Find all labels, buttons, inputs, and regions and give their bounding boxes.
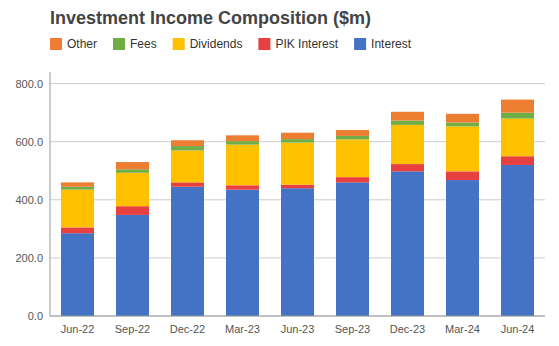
bar-segment <box>171 150 204 182</box>
bar-segment <box>116 162 149 169</box>
bar-segment <box>61 190 94 228</box>
grid-line <box>50 316 545 317</box>
x-tick-label: Jun-24 <box>501 323 535 335</box>
legend-label: Other <box>67 37 97 51</box>
bars <box>61 100 534 316</box>
bar-segment <box>336 139 369 177</box>
bar-segment <box>281 188 314 316</box>
bar-segment <box>281 185 314 188</box>
bar-segment <box>501 156 534 165</box>
bar-segment <box>446 114 479 123</box>
bar-segment <box>391 112 424 121</box>
bar-segment <box>391 121 424 125</box>
x-tick-label: Jun-23 <box>281 323 315 335</box>
legend-swatch <box>173 38 185 50</box>
legend-label: Fees <box>130 37 157 51</box>
bar-segment <box>226 185 259 189</box>
bar-segment <box>226 141 259 144</box>
y-tick-label: 400.0 <box>15 194 43 206</box>
legend: Other Fees Dividends PIK Interest Interest <box>50 37 412 51</box>
grid-line <box>50 83 545 84</box>
x-tick-label: Sep-23 <box>335 323 370 335</box>
bar-segment <box>61 182 94 186</box>
legend-swatch <box>354 38 366 50</box>
bar-segment <box>336 177 369 182</box>
bar-segment <box>446 171 479 180</box>
bar-segment <box>116 215 149 316</box>
bar-segment <box>171 140 204 146</box>
title: Investment Income Composition ($m) <box>50 8 371 28</box>
chart: Investment Income Composition ($m) 0.0 200… <box>0 0 559 346</box>
bar-segment <box>501 100 534 113</box>
grid <box>50 84 545 316</box>
x-tick-label: Mar-23 <box>225 323 260 335</box>
bar-segment <box>501 113 534 119</box>
y-tick-label: 0.0 <box>28 310 43 322</box>
legend-label: Dividends <box>190 37 243 51</box>
legend-label: PIK Interest <box>275 37 338 51</box>
x-tick-label: Dec-23 <box>390 323 425 335</box>
y-tick-label: 200.0 <box>15 252 43 264</box>
bar-segment <box>336 136 369 139</box>
y-tick-label: 600.0 <box>15 136 43 148</box>
bar-segment <box>446 126 479 171</box>
bar-segment <box>501 118 534 156</box>
bar-segment <box>336 182 369 316</box>
bar-segment <box>281 143 314 185</box>
bar-segment <box>116 169 149 172</box>
bar-segment <box>391 125 424 164</box>
bar-segment <box>336 130 369 136</box>
x-tick-label: Sep-22 <box>115 323 150 335</box>
bar-segment <box>116 206 149 215</box>
bar-segment <box>391 171 424 316</box>
x-tick-label: Jun-22 <box>61 323 95 335</box>
bar-segment <box>501 165 534 316</box>
bar-segment <box>226 135 259 141</box>
bar-segment <box>171 182 204 186</box>
y-axis-line <box>50 72 51 316</box>
legend-swatch <box>113 38 125 50</box>
bar-segment <box>171 146 204 150</box>
bar-segment <box>116 173 149 206</box>
legend-label: Interest <box>371 37 412 51</box>
bar-segment <box>281 139 314 142</box>
bar-segment <box>226 145 259 186</box>
bar-segment <box>226 190 259 316</box>
bar-segment <box>281 133 314 139</box>
bar-segment <box>446 180 479 316</box>
bar-segment <box>61 187 94 190</box>
x-tick-label: Mar-24 <box>445 323 480 335</box>
x-tick-label: Dec-22 <box>170 323 205 335</box>
bar-segment <box>171 187 204 316</box>
bar-segment <box>61 233 94 316</box>
y-tick-label: 800.0 <box>15 78 43 90</box>
legend-swatch <box>50 38 62 50</box>
x-axis-line <box>50 316 545 317</box>
bar-segment <box>391 164 424 171</box>
bar-segment <box>61 227 94 233</box>
bar-segment <box>446 123 479 127</box>
legend-swatch <box>258 38 270 50</box>
